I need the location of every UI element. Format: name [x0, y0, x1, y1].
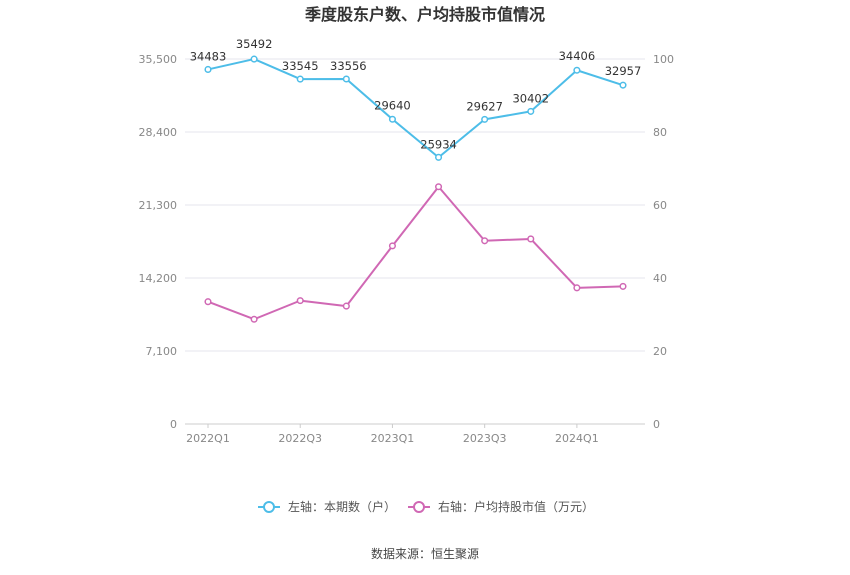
data-point: [481, 237, 489, 245]
left-tick-label: 35,500: [139, 53, 178, 66]
right-tick-label: 40: [653, 272, 667, 285]
data-point: [573, 66, 581, 74]
series-line: [207, 185, 624, 321]
left-tick-label: 0: [170, 418, 177, 431]
x-axis: 2022Q1 2022Q3 2023Q1 2023Q3 2024Q1: [186, 424, 599, 445]
right-tick-label: 80: [653, 126, 667, 139]
data-point: [435, 153, 443, 161]
data-label: 32957: [605, 64, 642, 78]
data-label: 25934: [420, 137, 457, 151]
right-axis: 0 20 40 60 80 100: [653, 53, 674, 431]
data-point: [619, 282, 627, 290]
legend-label: 左轴：本期数（户）: [288, 499, 396, 514]
data-point: [527, 235, 535, 243]
data-point: [527, 107, 535, 115]
data-point: [388, 115, 396, 123]
data-label: 34483: [190, 49, 227, 63]
data-label: 30402: [512, 91, 549, 105]
data-point: [481, 115, 489, 123]
data-point: [388, 242, 396, 250]
data-label: 33556: [330, 59, 367, 73]
chart-title: 季度股东户数、户均持股市值情况: [304, 5, 545, 24]
left-tick-label: 7,100: [146, 345, 178, 358]
x-tick-label: 2022Q1: [186, 432, 230, 445]
x-tick-label: 2022Q3: [278, 432, 322, 445]
data-label: 34406: [559, 49, 596, 63]
data-point: [435, 183, 443, 191]
data-label: 29627: [466, 99, 503, 113]
legend-marker: [263, 501, 275, 513]
data-point: [619, 81, 627, 89]
data-label: 35492: [236, 37, 273, 51]
data-point: [573, 284, 581, 292]
data-label: 33545: [282, 59, 319, 73]
legend-label: 右轴：户均持股市值（万元）: [438, 499, 594, 514]
left-tick-label: 28,400: [139, 126, 178, 139]
right-tick-label: 100: [653, 53, 674, 66]
data-point: [342, 302, 350, 310]
data-point: [250, 315, 258, 323]
series-layer: [204, 55, 627, 323]
left-tick-label: 21,300: [139, 199, 178, 212]
data-point: [296, 297, 304, 305]
x-tick-label: 2024Q1: [555, 432, 599, 445]
legend-marker: [413, 501, 425, 513]
right-tick-label: 0: [653, 418, 660, 431]
x-tick-label: 2023Q3: [463, 432, 507, 445]
grid: [185, 58, 645, 425]
left-axis: 0 7,100 14,200 21,300 28,400 35,500: [139, 53, 178, 431]
data-point: [204, 298, 212, 306]
data-label: 29640: [374, 98, 411, 112]
data-labels: 34483 35492 33545 33556 29640 25934 29627 30402…: [190, 37, 642, 151]
legend: 左轴：本期数（户） 右轴：户均持股市值（万元）: [258, 499, 594, 514]
data-point: [296, 75, 304, 83]
left-tick-label: 14,200: [139, 272, 178, 285]
data-point: [204, 65, 212, 74]
data-point: [342, 75, 350, 83]
right-tick-label: 20: [653, 345, 667, 358]
x-tick-label: 2023Q1: [371, 432, 415, 445]
source-note: 数据来源：恒生聚源: [371, 546, 479, 561]
series-line: [207, 58, 624, 159]
data-point: [250, 55, 258, 63]
right-tick-label: 60: [653, 199, 667, 212]
